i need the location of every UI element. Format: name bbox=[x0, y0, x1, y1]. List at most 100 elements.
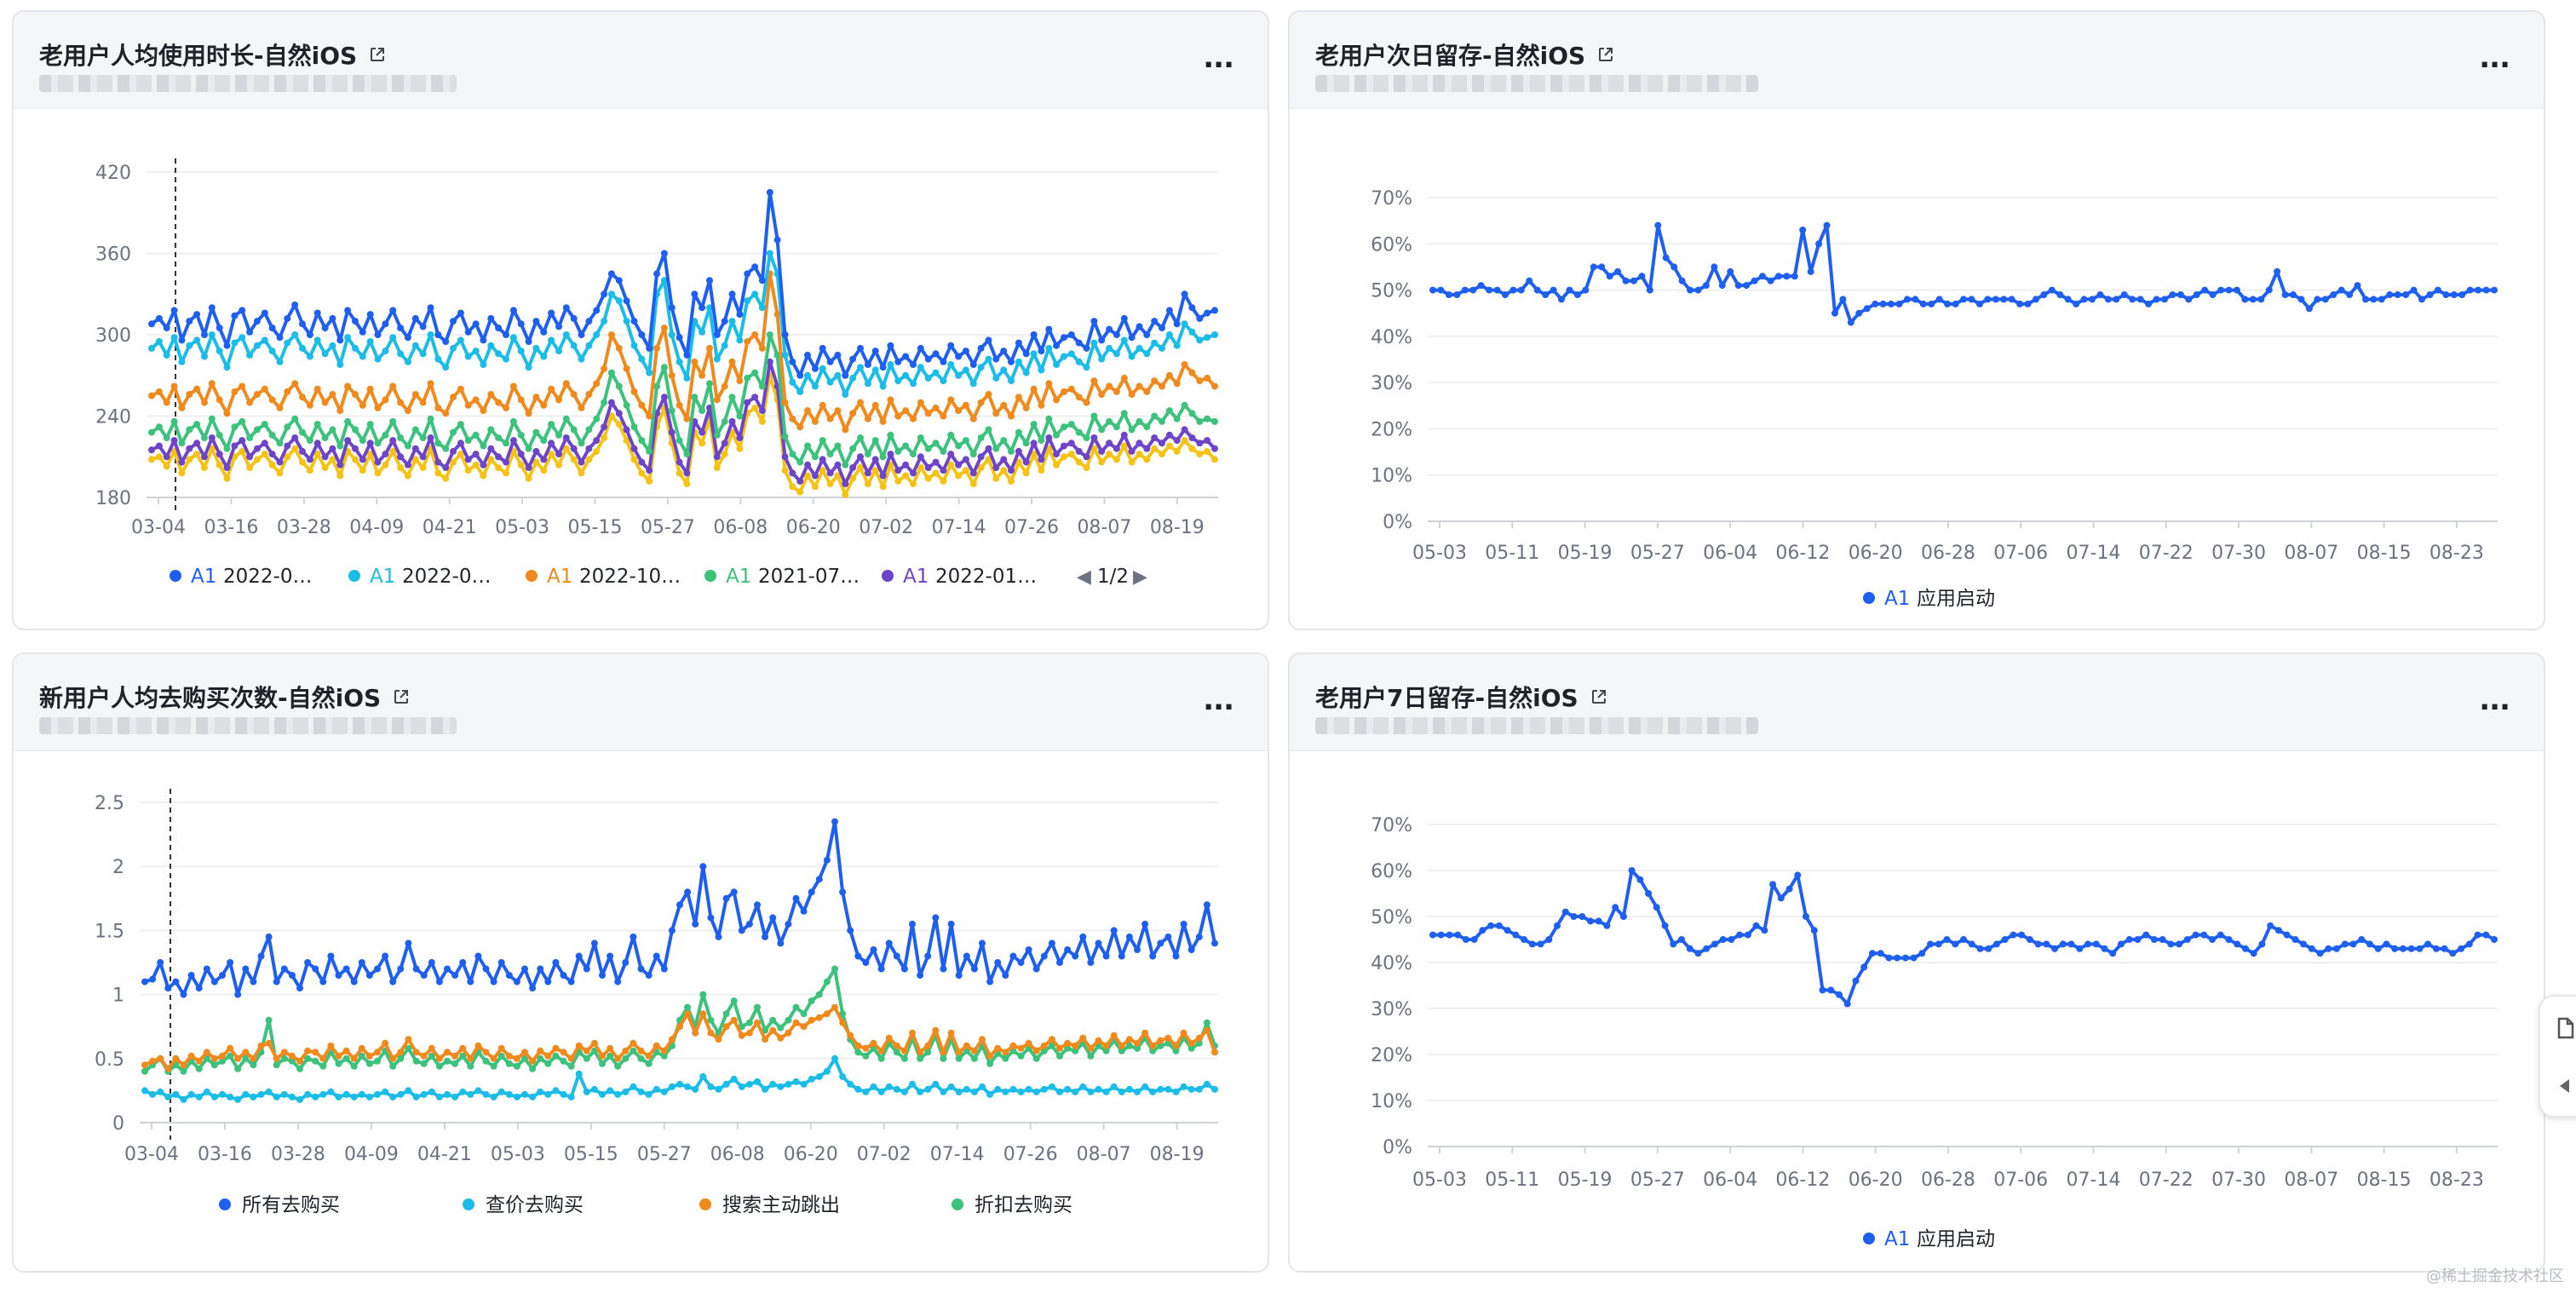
data-point bbox=[1072, 1042, 1079, 1049]
data-point bbox=[257, 952, 265, 960]
data-point bbox=[532, 428, 540, 436]
arrow-left-icon[interactable] bbox=[2552, 1073, 2576, 1099]
legend-prefix[interactable]: A1 bbox=[191, 566, 216, 588]
data-point bbox=[970, 965, 978, 973]
card-title[interactable]: 老用户人均使用时长-自然iOS bbox=[39, 37, 386, 72]
side-toolbar-handle[interactable] bbox=[2539, 995, 2576, 1118]
data-point bbox=[265, 933, 273, 940]
legend-label[interactable]: 2022-0… bbox=[402, 566, 491, 588]
data-point bbox=[567, 1062, 575, 1070]
data-point bbox=[280, 1049, 288, 1056]
data-point bbox=[242, 1049, 250, 1056]
data-point bbox=[164, 1065, 172, 1072]
legend-label[interactable]: 2022-0… bbox=[223, 566, 312, 588]
data-point bbox=[1622, 277, 1630, 284]
legend-marker[interactable] bbox=[952, 1198, 963, 1210]
legend-label[interactable]: 2022-01… bbox=[935, 566, 1037, 588]
data-point bbox=[1098, 458, 1106, 466]
data-point bbox=[505, 1052, 513, 1060]
y-tick-label: 20% bbox=[1371, 419, 1412, 440]
more-options-button[interactable]: ... bbox=[1203, 41, 1234, 75]
data-point bbox=[560, 1049, 567, 1056]
legend-prefix[interactable]: A1 bbox=[1884, 588, 1910, 610]
legend-label[interactable]: 2022-10… bbox=[579, 566, 681, 588]
data-point bbox=[389, 1062, 397, 1070]
data-point bbox=[590, 1085, 598, 1093]
legend-marker[interactable] bbox=[526, 570, 538, 582]
legend-marker[interactable] bbox=[699, 1198, 711, 1210]
data-point bbox=[335, 1093, 342, 1100]
legend-label[interactable]: 所有去购买 bbox=[242, 1194, 340, 1216]
data-point bbox=[374, 1090, 381, 1098]
legend-marker[interactable] bbox=[1863, 1233, 1875, 1244]
data-point bbox=[1187, 1044, 1195, 1052]
data-point bbox=[877, 965, 885, 973]
data-point bbox=[1098, 447, 1106, 455]
legend-prefix[interactable]: A1 bbox=[547, 566, 572, 588]
data-point bbox=[1164, 1085, 1172, 1093]
legend-marker[interactable] bbox=[882, 570, 894, 582]
external-link-icon[interactable] bbox=[1597, 46, 1614, 63]
legend-label[interactable]: 搜索主动跳出 bbox=[722, 1194, 840, 1216]
legend-next-arrow[interactable]: ▶ bbox=[1133, 566, 1147, 588]
external-link-icon[interactable] bbox=[369, 46, 386, 63]
data-point bbox=[2033, 296, 2039, 303]
card-title[interactable]: 新用户人均去购买次数-自然iOS bbox=[39, 680, 410, 714]
data-point bbox=[1061, 334, 1067, 342]
data-point bbox=[789, 451, 796, 458]
external-link-icon[interactable] bbox=[1590, 688, 1607, 705]
data-point bbox=[2176, 940, 2183, 948]
legend-marker[interactable] bbox=[219, 1198, 231, 1210]
legend-marker[interactable] bbox=[1863, 592, 1875, 604]
data-point bbox=[2450, 291, 2458, 298]
legend-prefix[interactable]: A1 bbox=[903, 566, 929, 588]
data-point bbox=[1061, 442, 1067, 450]
data-point bbox=[754, 1019, 761, 1026]
data-point bbox=[593, 331, 601, 338]
data-point bbox=[210, 1061, 218, 1069]
more-options-button[interactable]: ... bbox=[1203, 683, 1234, 717]
data-point bbox=[842, 491, 849, 498]
card-title[interactable]: 老用户7日留存-自然iOS bbox=[1315, 680, 1607, 714]
data-point bbox=[2330, 291, 2337, 298]
legend-marker[interactable] bbox=[463, 1198, 474, 1210]
data-point bbox=[730, 997, 738, 1005]
legend-prefix[interactable]: A1 bbox=[370, 566, 395, 588]
data-point bbox=[239, 447, 246, 455]
document-icon[interactable] bbox=[2552, 1015, 2576, 1041]
y-tick-label: 10% bbox=[1371, 466, 1412, 487]
data-point bbox=[1703, 945, 1711, 952]
data-point bbox=[1204, 447, 1211, 455]
legend-marker[interactable] bbox=[170, 570, 181, 582]
data-point bbox=[745, 1029, 753, 1037]
legend-prefix[interactable]: A1 bbox=[726, 566, 751, 588]
legend-marker[interactable] bbox=[704, 570, 716, 582]
data-point bbox=[149, 1057, 157, 1065]
legend-marker[interactable] bbox=[348, 570, 360, 582]
data-point bbox=[273, 1093, 280, 1100]
data-point bbox=[1125, 933, 1133, 940]
legend-label[interactable]: 查价去购买 bbox=[486, 1194, 584, 1216]
data-point bbox=[762, 933, 769, 940]
data-point bbox=[397, 1049, 405, 1056]
card-header: 老用户次日留存-自然iOS ... bbox=[1290, 12, 2544, 109]
legend-prefix[interactable]: A1 bbox=[1884, 1228, 1910, 1250]
more-options-button[interactable]: ... bbox=[2479, 683, 2510, 717]
y-tick-label: 360 bbox=[95, 244, 131, 266]
more-options-button[interactable]: ... bbox=[2479, 41, 2510, 75]
external-link-icon[interactable] bbox=[393, 688, 410, 705]
legend-label[interactable]: 2021-07… bbox=[758, 566, 860, 588]
legend-label[interactable]: 应用启动 bbox=[1917, 588, 1995, 610]
data-point bbox=[706, 344, 713, 352]
data-point bbox=[1045, 415, 1053, 422]
data-point bbox=[319, 1055, 327, 1062]
chart-4: 0%10%20%30%40%50%60%70%05-03 05-11 05-19 05… bbox=[1371, 815, 2498, 1250]
card-title[interactable]: 老用户次日留存-自然iOS bbox=[1315, 37, 1614, 72]
data-point bbox=[1149, 952, 1157, 960]
legend-label[interactable]: 应用启动 bbox=[1917, 1228, 1995, 1250]
legend-prev-arrow[interactable]: ◀ bbox=[1077, 566, 1091, 588]
legend-label[interactable]: 折扣去购买 bbox=[975, 1194, 1072, 1216]
data-point bbox=[273, 1055, 280, 1062]
y-tick-label: 60% bbox=[1371, 234, 1412, 256]
data-point bbox=[955, 1088, 963, 1095]
